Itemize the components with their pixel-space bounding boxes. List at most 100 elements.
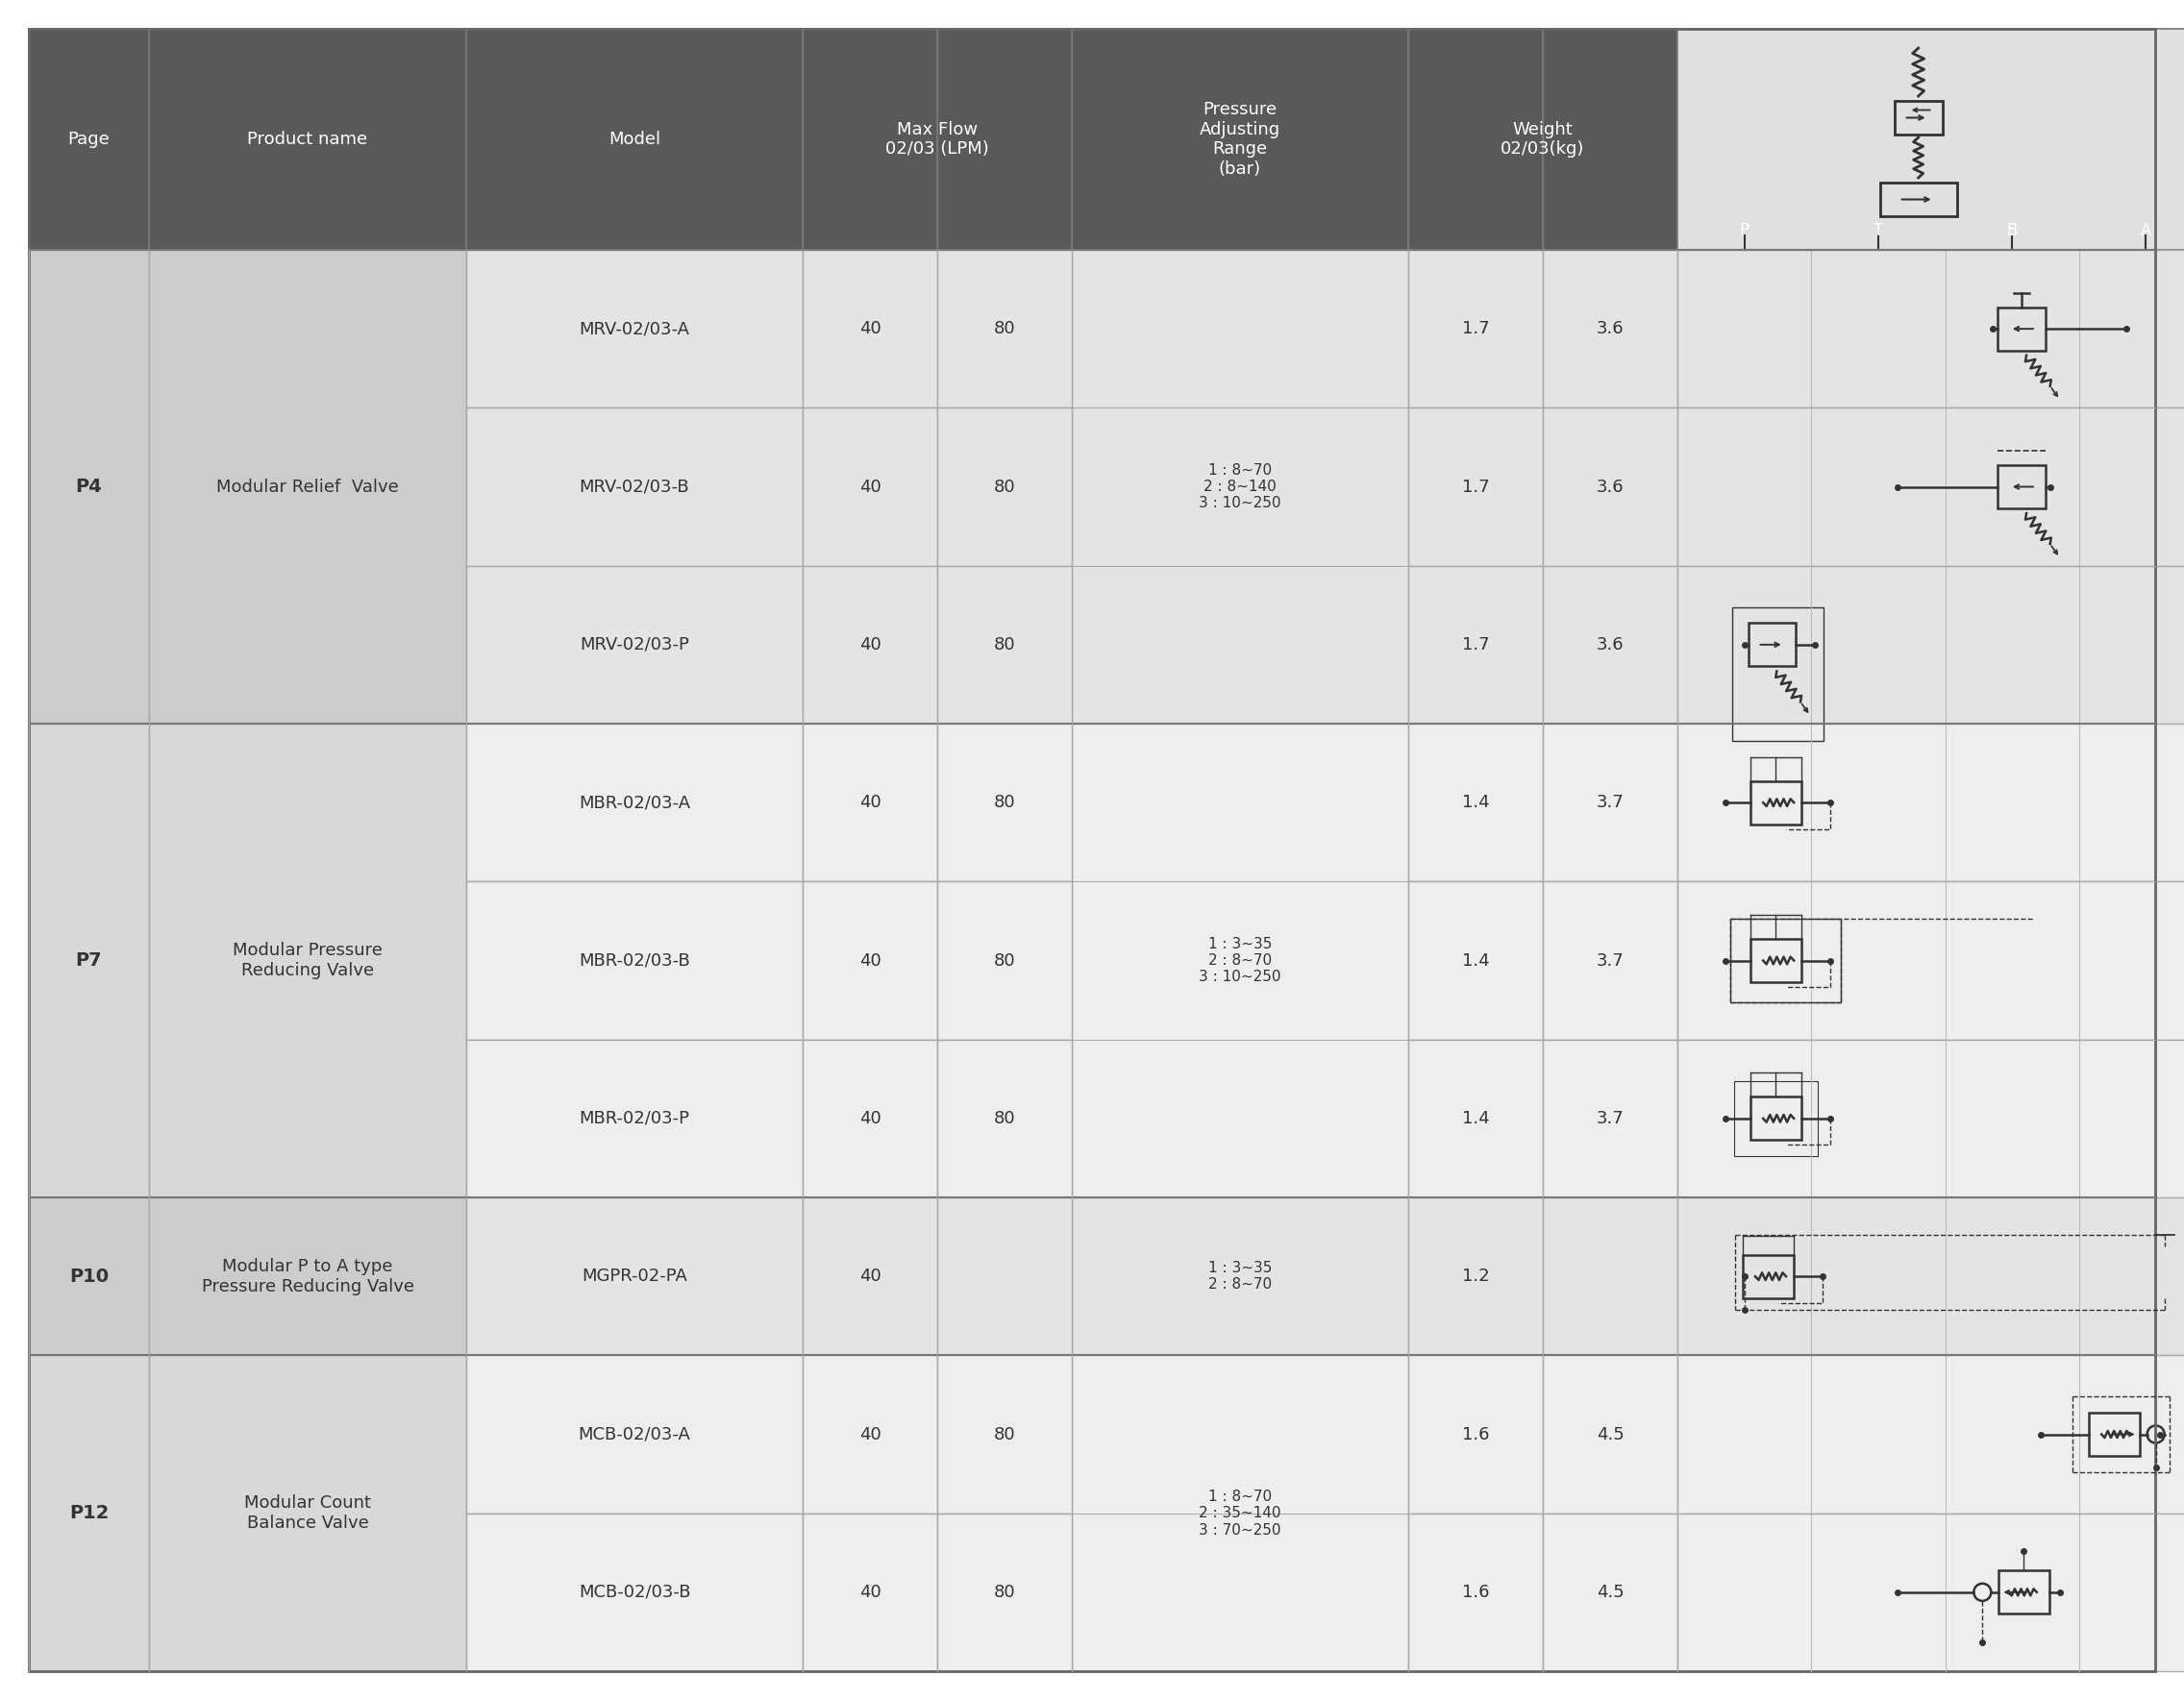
Text: MGPR-02-PA: MGPR-02-PA bbox=[581, 1268, 688, 1285]
Bar bbox=[1409, 250, 1542, 408]
Text: 1 : 3~35
2 : 8~70: 1 : 3~35 2 : 8~70 bbox=[1208, 1261, 1271, 1292]
Bar bbox=[937, 408, 1072, 566]
Text: 1.6: 1.6 bbox=[1461, 1584, 1489, 1601]
Bar bbox=[1542, 882, 1677, 1039]
Bar bbox=[804, 1513, 937, 1671]
Text: MBR-02/03-P: MBR-02/03-P bbox=[579, 1110, 690, 1127]
Bar bbox=[1998, 466, 2046, 508]
Text: 4.5: 4.5 bbox=[1597, 1584, 1625, 1601]
Bar bbox=[1749, 1097, 1802, 1141]
Bar bbox=[1542, 566, 1677, 724]
Text: P12: P12 bbox=[70, 1504, 109, 1523]
Bar bbox=[1409, 408, 1542, 566]
Bar bbox=[1072, 29, 1409, 250]
Bar bbox=[1880, 182, 1957, 216]
Bar bbox=[1677, 724, 2184, 882]
Bar bbox=[465, 408, 804, 566]
Text: 3.6: 3.6 bbox=[1597, 636, 1625, 653]
Bar bbox=[937, 566, 1072, 724]
Bar bbox=[804, 250, 937, 408]
Bar bbox=[465, 29, 804, 250]
Bar bbox=[1072, 1197, 1409, 1355]
Text: 40: 40 bbox=[858, 320, 880, 338]
Bar bbox=[1677, 250, 2184, 408]
Bar bbox=[937, 1513, 1072, 1671]
Bar bbox=[149, 1355, 465, 1671]
Text: 1.7: 1.7 bbox=[1461, 636, 1489, 653]
Bar bbox=[937, 1355, 1072, 1513]
Bar bbox=[28, 1197, 149, 1355]
Text: Modular P to A type
Pressure Reducing Valve: Modular P to A type Pressure Reducing Va… bbox=[201, 1258, 413, 1295]
Text: 1 : 3~35
2 : 8~70
3 : 10~250: 1 : 3~35 2 : 8~70 3 : 10~250 bbox=[1199, 937, 1282, 984]
Text: P: P bbox=[1738, 223, 1749, 240]
Bar bbox=[1409, 1197, 1542, 1355]
Bar bbox=[465, 566, 804, 724]
Text: 4.5: 4.5 bbox=[1597, 1426, 1625, 1443]
Text: Modular Pressure
Reducing Valve: Modular Pressure Reducing Valve bbox=[234, 942, 382, 979]
Bar bbox=[1677, 1197, 2184, 1355]
Text: A: A bbox=[2140, 223, 2151, 240]
Text: 1.4: 1.4 bbox=[1461, 1110, 1489, 1127]
Bar bbox=[1677, 1039, 2184, 1197]
Text: 3.6: 3.6 bbox=[1597, 478, 1625, 495]
Text: 80: 80 bbox=[994, 320, 1016, 338]
Bar bbox=[1072, 724, 1409, 1197]
Bar bbox=[1542, 1355, 1677, 1513]
Bar bbox=[28, 1355, 149, 1671]
Bar bbox=[1677, 29, 2184, 250]
Bar bbox=[804, 1355, 937, 1513]
Bar bbox=[1542, 250, 1677, 408]
Bar bbox=[804, 1039, 937, 1197]
Bar bbox=[804, 566, 937, 724]
Text: Product name: Product name bbox=[247, 131, 367, 148]
Bar bbox=[1542, 724, 1677, 882]
Bar bbox=[1734, 1081, 1817, 1156]
Text: Modular Count
Balance Valve: Modular Count Balance Valve bbox=[245, 1494, 371, 1532]
Bar bbox=[149, 724, 465, 1197]
Text: 80: 80 bbox=[994, 478, 1016, 495]
Text: Weight
02/03(kg): Weight 02/03(kg) bbox=[1500, 121, 1586, 158]
Bar bbox=[937, 250, 1072, 408]
Text: 80: 80 bbox=[994, 794, 1016, 811]
Bar bbox=[465, 724, 804, 882]
Bar bbox=[1894, 100, 1942, 134]
Bar bbox=[28, 29, 149, 250]
Bar bbox=[1677, 408, 2184, 566]
Bar bbox=[937, 882, 1072, 1039]
Text: 80: 80 bbox=[994, 636, 1016, 653]
Text: 1.2: 1.2 bbox=[1461, 1268, 1489, 1285]
Text: P7: P7 bbox=[76, 952, 103, 969]
Text: 80: 80 bbox=[994, 1584, 1016, 1601]
Bar bbox=[937, 29, 1072, 250]
Bar bbox=[1998, 1571, 2049, 1613]
Text: 3.7: 3.7 bbox=[1597, 794, 1625, 811]
Bar bbox=[804, 724, 937, 882]
Text: 40: 40 bbox=[858, 794, 880, 811]
Bar bbox=[2088, 1413, 2140, 1455]
Bar bbox=[1677, 1513, 2184, 1671]
Text: 1 : 8~70
2 : 35~140
3 : 70~250: 1 : 8~70 2 : 35~140 3 : 70~250 bbox=[1199, 1489, 1282, 1537]
Text: 1.4: 1.4 bbox=[1461, 794, 1489, 811]
Bar bbox=[1542, 29, 1677, 250]
Bar bbox=[1409, 566, 1542, 724]
Bar bbox=[1730, 920, 1841, 1001]
Bar bbox=[1409, 724, 1542, 882]
Bar bbox=[1749, 780, 1802, 824]
Text: Pressure
Adjusting
Range
(bar): Pressure Adjusting Range (bar) bbox=[1199, 100, 1280, 178]
Bar bbox=[804, 29, 937, 250]
Text: 1.6: 1.6 bbox=[1461, 1426, 1489, 1443]
Bar bbox=[465, 1355, 804, 1513]
Text: MRV-02/03-P: MRV-02/03-P bbox=[579, 636, 690, 653]
Bar bbox=[804, 408, 937, 566]
Bar bbox=[1072, 1355, 1409, 1671]
Text: Page: Page bbox=[68, 131, 109, 148]
Bar bbox=[937, 1197, 1072, 1355]
Text: 40: 40 bbox=[858, 636, 880, 653]
Text: Model: Model bbox=[609, 131, 660, 148]
Bar bbox=[1409, 1513, 1542, 1671]
Bar bbox=[465, 882, 804, 1039]
Bar bbox=[1747, 622, 1795, 666]
Text: MRV-02/03-B: MRV-02/03-B bbox=[579, 478, 690, 495]
Bar bbox=[465, 1197, 804, 1355]
Bar bbox=[1072, 250, 1409, 724]
